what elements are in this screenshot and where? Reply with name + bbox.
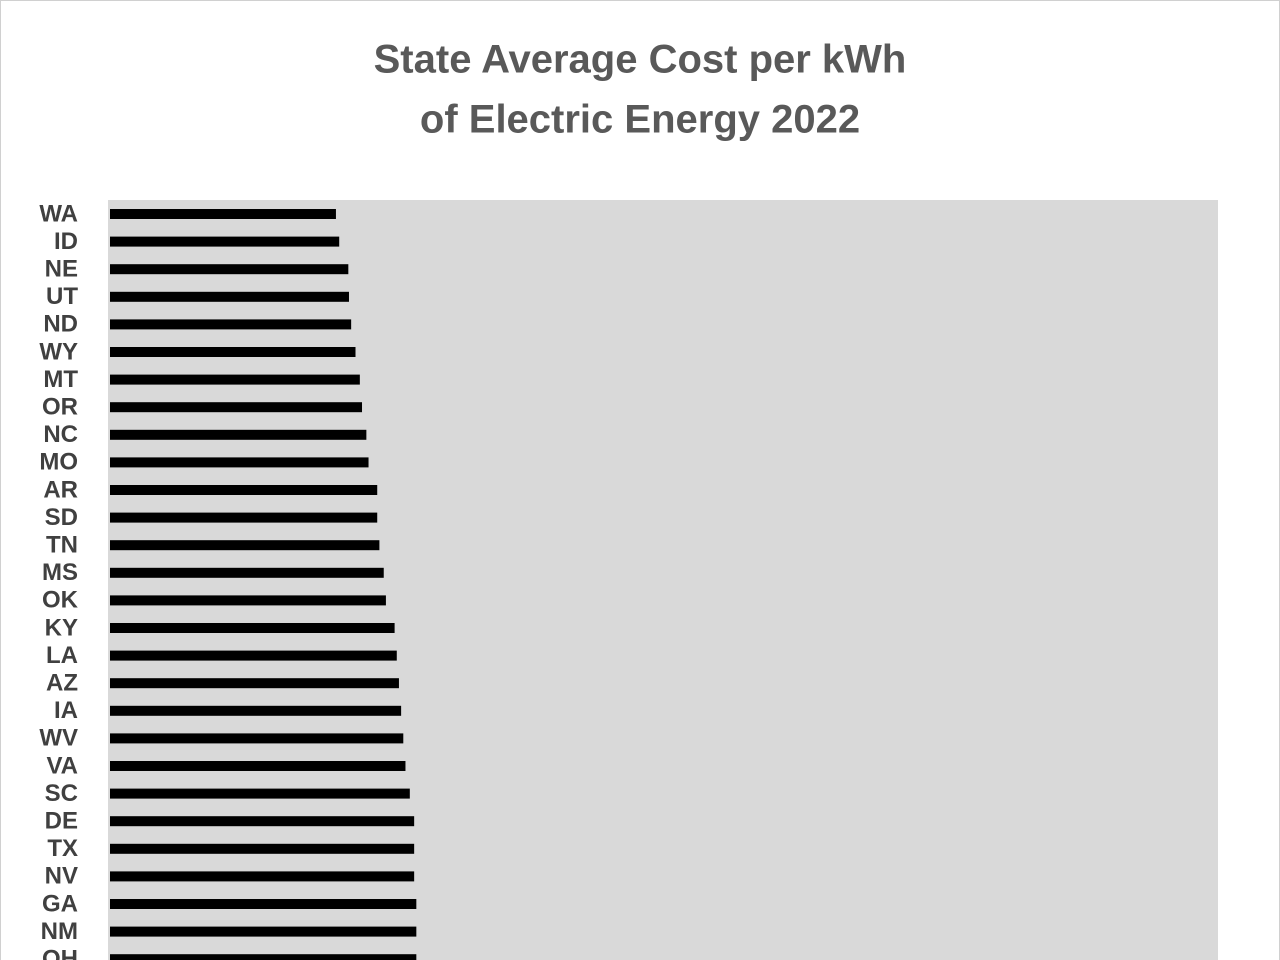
- bar: [110, 512, 378, 523]
- y-tick-label: OH: [42, 946, 78, 960]
- chart-title: of Electric Energy 2022: [420, 98, 860, 142]
- y-tick-label: ND: [43, 311, 78, 338]
- y-tick-label: MT: [43, 366, 78, 393]
- y-tick-label: AR: [43, 476, 78, 503]
- bar: [110, 926, 417, 937]
- y-tick-label: KY: [45, 614, 78, 641]
- y-tick-label: TX: [47, 835, 78, 862]
- bar: [110, 899, 417, 909]
- y-tick-label: WA: [39, 200, 78, 227]
- bar: [110, 347, 356, 357]
- bar: [110, 678, 399, 689]
- bar: [110, 623, 395, 633]
- y-tick-label: NE: [45, 256, 78, 283]
- y-tick-label: NM: [41, 918, 78, 945]
- bar: [110, 264, 349, 275]
- bar: [110, 236, 340, 247]
- bar: [110, 816, 415, 827]
- y-tick-label: VA: [46, 752, 78, 779]
- bar: [110, 761, 406, 771]
- y-tick-label: SC: [45, 780, 78, 807]
- y-tick-label: NV: [45, 863, 78, 890]
- bar: [110, 595, 386, 606]
- bar: [110, 567, 384, 578]
- y-tick-label: OK: [42, 587, 79, 614]
- bar: [110, 457, 369, 468]
- bar: [110, 705, 402, 716]
- y-tick-label: MO: [39, 449, 78, 476]
- bar: [110, 319, 352, 330]
- chart-title: State Average Cost per kWh: [374, 38, 907, 82]
- y-tick-label: OR: [42, 394, 78, 421]
- y-tick-label: AZ: [46, 670, 78, 697]
- y-tick-label: GA: [42, 890, 78, 917]
- bar: [110, 540, 380, 551]
- y-tick-label: DE: [45, 808, 78, 835]
- bar: [110, 954, 417, 960]
- bar: [110, 733, 404, 744]
- y-tick-label: IA: [54, 697, 78, 724]
- bar: [110, 650, 397, 661]
- bar: [110, 291, 349, 302]
- bar: [110, 209, 336, 219]
- y-tick-label: WV: [39, 725, 78, 752]
- bar: [110, 843, 415, 854]
- y-tick-label: LA: [46, 642, 78, 669]
- bar: [110, 402, 363, 413]
- bar: [110, 871, 415, 882]
- y-tick-label: UT: [46, 283, 78, 310]
- y-tick-label: MS: [42, 559, 78, 586]
- y-tick-label: SD: [45, 504, 78, 531]
- bar: [110, 374, 360, 385]
- bar: [110, 429, 367, 440]
- y-tick-label: TN: [46, 532, 78, 559]
- y-tick-label: WY: [39, 338, 78, 365]
- y-tick-label: ID: [54, 228, 78, 255]
- bar: [110, 788, 410, 799]
- bar: [110, 485, 378, 495]
- y-tick-label: NC: [43, 421, 78, 448]
